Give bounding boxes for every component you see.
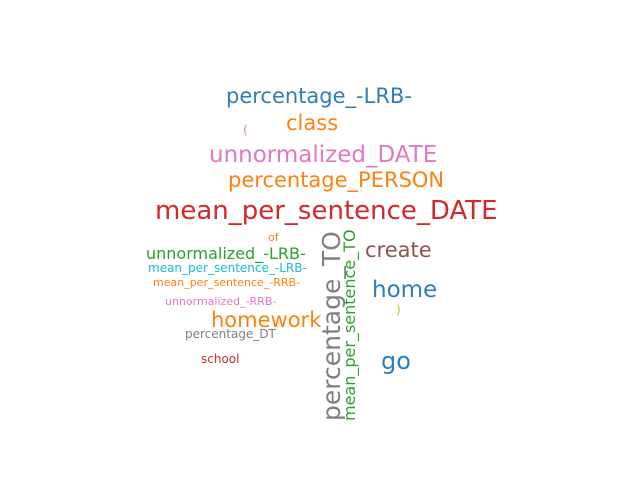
word-percentage-person: percentage_PERSON (228, 168, 445, 192)
word-close-paren: ) (396, 303, 401, 317)
word-go: go (381, 347, 411, 375)
word-percentage-lrb: percentage_-LRB- (226, 84, 412, 108)
word-of: of (268, 231, 279, 244)
word-percentage-dt: percentage_DT (185, 327, 276, 341)
word-school: school (201, 352, 240, 366)
word-open-paren: ( (243, 123, 248, 137)
word-mean-per-sentence-to: mean_per_sentence_TO (340, 229, 359, 421)
word-unnormalized-lrb: unnormalized_-LRB- (146, 244, 306, 263)
word-mean-per-sentence-lrb: mean_per_sentence_-LRB- (148, 261, 307, 275)
word-class: class (286, 111, 339, 135)
word-mean-per-sentence-rrb: mean_per_sentence_-RRB- (153, 276, 301, 289)
word-mean-per-sentence-date: mean_per_sentence_DATE (155, 196, 498, 226)
word-unnormalized-date: unnormalized_DATE (209, 142, 438, 168)
word-unnormalized-rrb: unnormalized_-RRB- (165, 295, 277, 308)
word-create: create (365, 238, 432, 262)
word-home: home (372, 277, 438, 303)
word-homework: homework (211, 308, 322, 332)
